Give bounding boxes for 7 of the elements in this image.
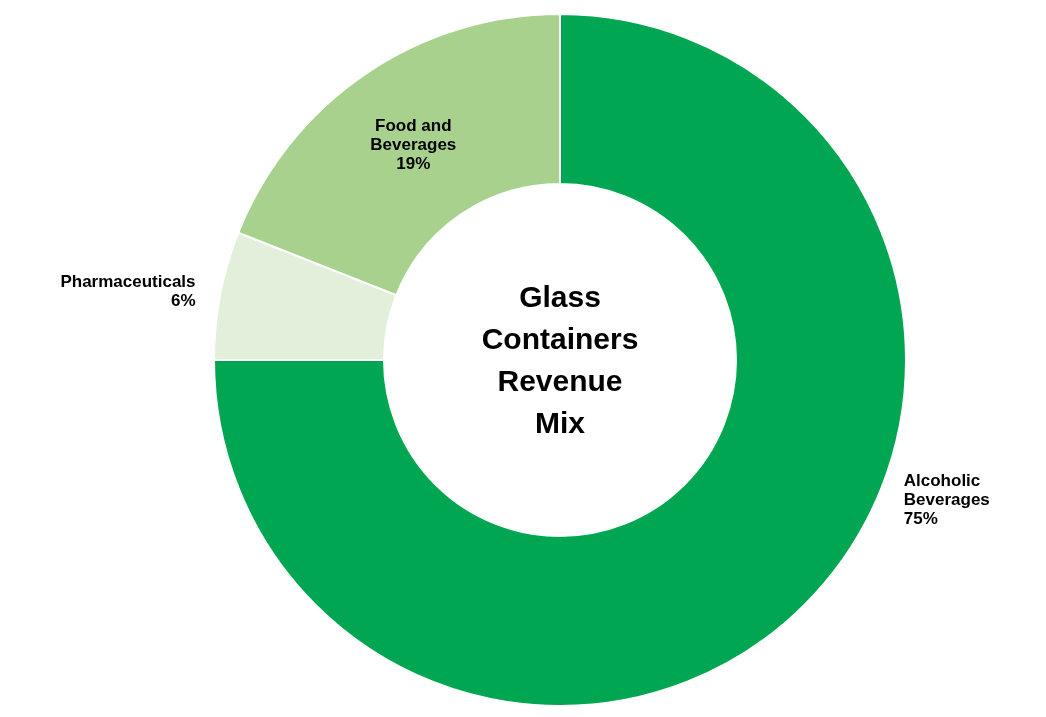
data-label: 75% xyxy=(903,509,938,529)
text: Glass Containers Revenue Mix xyxy=(481,280,639,439)
slice-label: Pharmaceuticals xyxy=(60,271,196,291)
slice-label: Alcoholic Beverages xyxy=(903,471,990,510)
slice-label: Food and Beverages xyxy=(370,116,457,155)
data-label: 19% xyxy=(396,154,431,174)
data-label: 6% xyxy=(170,290,196,310)
